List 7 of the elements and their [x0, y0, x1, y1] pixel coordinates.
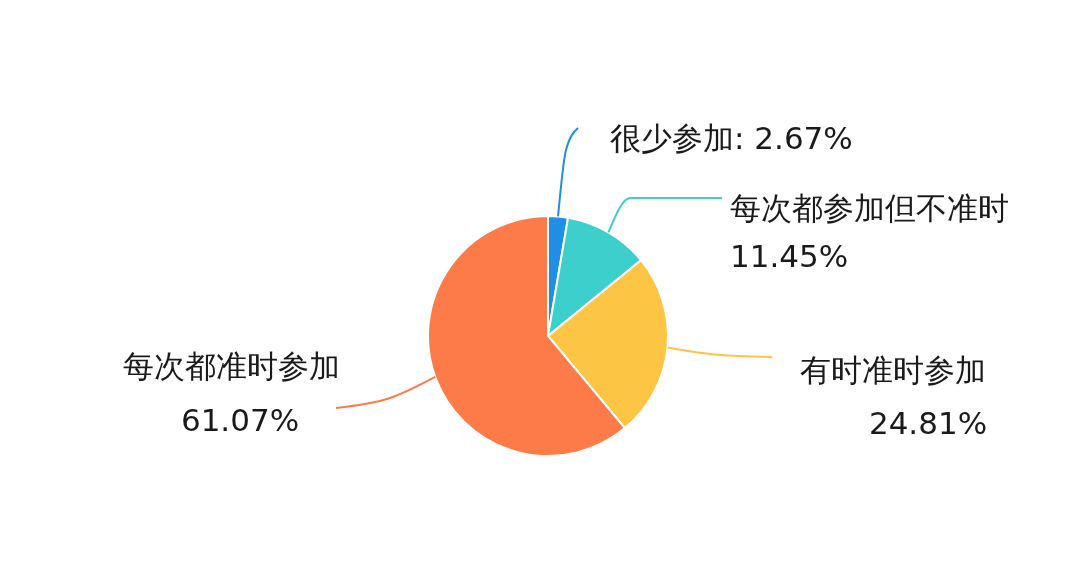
slice-label: 每次都准时参加	[123, 348, 340, 384]
data-label: 61.07%	[180, 402, 300, 438]
slice-label: 有时准时参加	[800, 352, 986, 388]
slice-label: 每次都参加但不准时	[730, 190, 1009, 226]
slice-label: 很少参加: 2.67%	[610, 120, 853, 156]
data-label: 24.81%	[868, 405, 988, 441]
data-label: 11.45%	[730, 238, 849, 274]
